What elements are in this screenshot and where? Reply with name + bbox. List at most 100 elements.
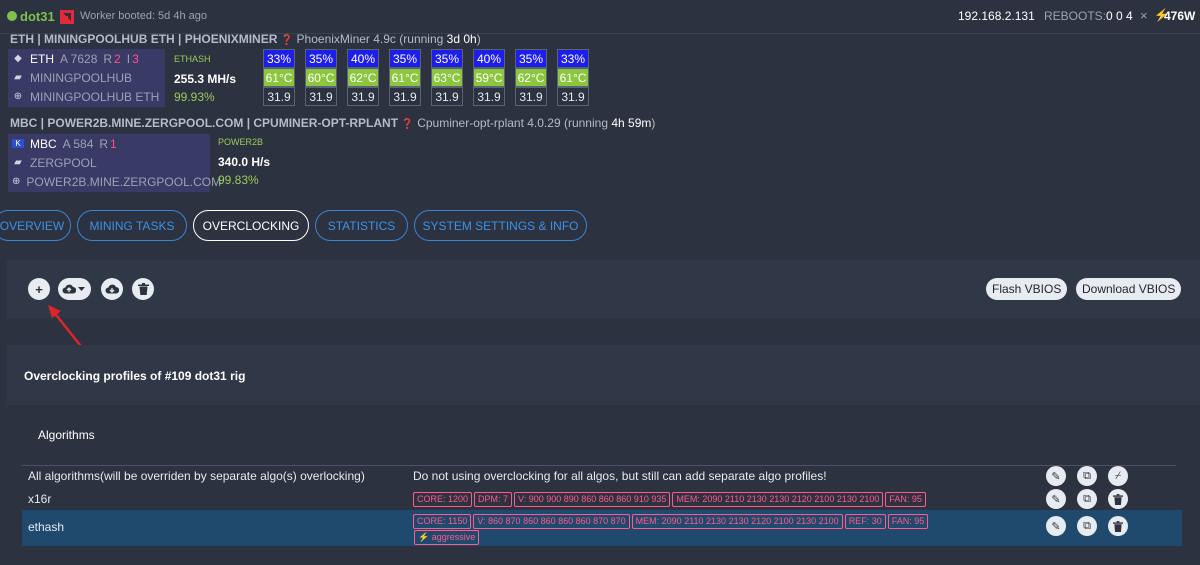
gpu-power: 31.9 [305, 87, 337, 106]
gpu-temp: 61°C [263, 68, 295, 87]
copy-icon: ⧉ [1083, 469, 1091, 482]
upload-dropdown-button[interactable] [58, 278, 91, 300]
amd-logo-icon [60, 10, 74, 24]
copy-button[interactable]: ⧉ [1077, 516, 1097, 536]
copy-button[interactable]: ⧉ [1077, 489, 1097, 509]
miner-name: Cpuminer-opt-rplant 4.0.29 [417, 116, 561, 130]
pencil-icon: ✎ [1051, 493, 1061, 506]
efficiency: 99.83% [218, 173, 259, 187]
gpu-temp: 62°C [347, 68, 379, 87]
tab-statistics[interactable]: STATISTICS [315, 210, 408, 241]
profile-name: ethash [28, 520, 65, 534]
pool-name: ZERGPOOL [30, 155, 97, 170]
miner-title: ETH | MININGPOOLHUB ETH | PHOENIXMINER ❓… [10, 32, 481, 46]
coin-row: ◆ ETH A 7628 R 2 I 3 [8, 49, 165, 68]
gpu-grid: 33% 61°C 31.9 35% 60°C 31.9 40% 62°C 31.… [263, 49, 589, 106]
pool-url: POWER2B.MINE.ZERGPOOL.COM [26, 174, 222, 189]
rejected-count: 2 [114, 51, 121, 66]
algorithms-label: Algorithms [38, 428, 95, 442]
tab-overview[interactable]: OVERVIEW [0, 210, 71, 241]
clear-button[interactable]: ⌿ [1108, 466, 1128, 486]
reboots-label: REBOOTS: [1044, 9, 1107, 23]
copy-icon: ⧉ [1083, 519, 1091, 532]
delete-button[interactable] [132, 278, 154, 300]
algo-name: ETHASH [174, 54, 211, 64]
pool-url-row: ⊕ MININGPOOLHUB ETH [8, 87, 165, 106]
running-time: 3d 0h [446, 32, 477, 46]
invalid-count: 3 [132, 51, 139, 66]
trash-icon [1113, 520, 1123, 532]
gpu-power: 31.9 [347, 87, 379, 106]
trash-icon [137, 283, 149, 295]
gpu-column: 40% 62°C 31.9 [347, 49, 379, 106]
gpu-fan: 35% [515, 49, 547, 68]
profile-tags: CORE: 1150 V: 860 870 860 860 860 860 87… [413, 514, 1033, 529]
tag-ref: REF: 30 [844, 514, 886, 529]
gpu-column: 35% 60°C 31.9 [305, 49, 337, 106]
gpu-fan: 40% [347, 49, 379, 68]
tab-overclocking[interactable]: OVERCLOCKING [193, 210, 309, 241]
power-icon: ⚡ [1154, 8, 1169, 22]
invalid-label: I [126, 51, 131, 66]
power-value: 476W [1164, 9, 1196, 23]
gpu-power: 31.9 [263, 87, 295, 106]
profile-tags: CORE: 1200 DPM: 7 V: 900 900 890 860 860… [413, 492, 1033, 507]
edit-button[interactable]: ✎ [1046, 489, 1066, 509]
pool-icon: ▰ [14, 157, 22, 168]
gpu-fan: 33% [263, 49, 295, 68]
hashrate: 340.0 H/s [218, 155, 271, 169]
close-icon[interactable]: × [1140, 8, 1148, 23]
gpu-column: 33% 61°C 31.9 [263, 49, 295, 106]
running-suffix: ) [476, 32, 481, 46]
tag-fan: FAN: 95 [887, 514, 929, 529]
cloud-download-icon [105, 284, 119, 294]
running-prefix: (running [399, 32, 447, 46]
gpu-temp: 63°C [431, 68, 463, 87]
gpu-column: 35% 63°C 31.9 [431, 49, 463, 106]
tag-core: CORE: 1150 [413, 514, 472, 529]
gpu-power: 31.9 [431, 87, 463, 106]
gpu-temp: 61°C [557, 68, 589, 87]
miner-name: PhoenixMiner 4.9c [296, 32, 396, 46]
rejected-count: 1 [110, 136, 117, 151]
copy-button[interactable]: ⧉ [1077, 466, 1097, 486]
pool-url-row: ⊕ POWER2B.MINE.ZERGPOOL.COM [8, 172, 221, 191]
algo-name: POWER2B [218, 137, 264, 147]
running-time: 4h 59m [611, 116, 652, 130]
profiles-heading: Overclocking profiles of #109 dot31 rig [24, 369, 246, 383]
profile-name: x16r [28, 492, 52, 506]
delete-button[interactable] [1108, 516, 1128, 536]
gpu-fan: 35% [389, 49, 421, 68]
tab-system-settings[interactable]: SYSTEM SETTINGS & INFO [414, 210, 587, 241]
tag-voltage: V: 900 900 890 860 860 860 910 935 [514, 492, 671, 507]
worker-status: Worker booted: 5d 4h ago [80, 10, 207, 22]
tag-dpm: DPM: 7 [474, 492, 513, 507]
rig-name[interactable]: dot31 [20, 9, 55, 24]
add-button[interactable]: + [28, 278, 50, 300]
top-bar: dot31 Worker booted: 5d 4h ago 192.168.2… [0, 0, 1200, 34]
info-icon[interactable]: ❓ [280, 35, 294, 46]
globe-icon: ⊕ [13, 91, 23, 102]
edit-button[interactable]: ✎ [1046, 516, 1066, 536]
delete-button[interactable] [1108, 489, 1128, 509]
status-dot-icon [7, 11, 17, 21]
gpu-temp: 61°C [389, 68, 421, 87]
pool-info-box: K MBC A 584 R 1 ▰ ZERGPOOL ⊕ POWER2B.MIN… [8, 134, 221, 192]
gpu-temp: 60°C [305, 68, 337, 87]
gpu-fan: 35% [305, 49, 337, 68]
tab-mining-tasks[interactable]: MINING TASKS [77, 210, 187, 241]
globe-icon: ⊕ [12, 176, 21, 187]
download-vbios-button[interactable]: Download VBIOS [1076, 278, 1182, 300]
cloud-download-button[interactable] [101, 278, 123, 300]
info-icon[interactable]: ❓ [401, 119, 414, 130]
accepted-shares: A 584 [62, 136, 94, 151]
rejected-label: R [103, 51, 113, 66]
edit-button[interactable]: ✎ [1046, 466, 1066, 486]
flash-vbios-button[interactable]: Flash VBIOS [986, 278, 1068, 300]
gpu-temp: 59°C [473, 68, 505, 87]
pencil-icon: ✎ [1051, 520, 1061, 533]
chevron-down-icon [78, 286, 85, 291]
miner-title: MBC | POWER2B.MINE.ZERGPOOL.COM | CPUMIN… [10, 116, 655, 130]
tag-mem: MEM: 2090 2110 2130 2130 2120 2100 2130 … [631, 514, 843, 529]
gpu-power: 31.9 [515, 87, 547, 106]
